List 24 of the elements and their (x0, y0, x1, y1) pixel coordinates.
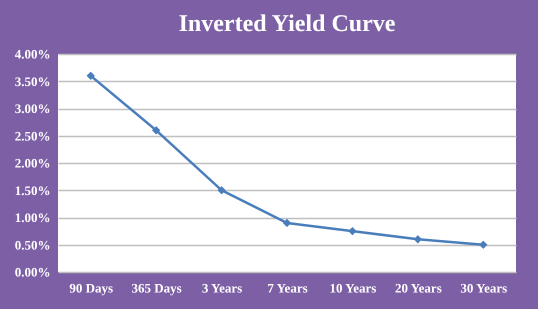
chart-title: Inverted Yield Curve (178, 11, 396, 37)
point (479, 240, 488, 249)
y-tick-label: 3.00% (14, 101, 50, 116)
x-tick-label: 7 Years (267, 280, 308, 296)
y-tick-label: 0.50% (14, 237, 50, 252)
point (348, 226, 357, 236)
point (86, 72, 95, 80)
x-tick-label: 10 Years (330, 280, 376, 296)
x-tick-label: 30 Years (460, 280, 508, 296)
y-tick-label: 2.00% (14, 156, 50, 170)
x-tick-label: 20 Years (394, 280, 442, 296)
y-tick-label: 2.50% (14, 128, 50, 144)
point (282, 218, 292, 228)
x-tick-label: 3 Years (202, 280, 242, 296)
point (152, 126, 160, 134)
y-tick-label: 1.00% (14, 210, 50, 225)
y-tick-label: 1.50% (14, 182, 50, 198)
x-tick-label: 90 Days (69, 280, 114, 296)
point (217, 186, 226, 194)
y-tick-label: 0.00% (14, 264, 50, 280)
y-tick-label: 3.50% (14, 74, 50, 89)
y-tick-label: 4.00% (14, 46, 50, 62)
point (414, 235, 422, 244)
x-tick-label: 365 Days (132, 280, 182, 296)
